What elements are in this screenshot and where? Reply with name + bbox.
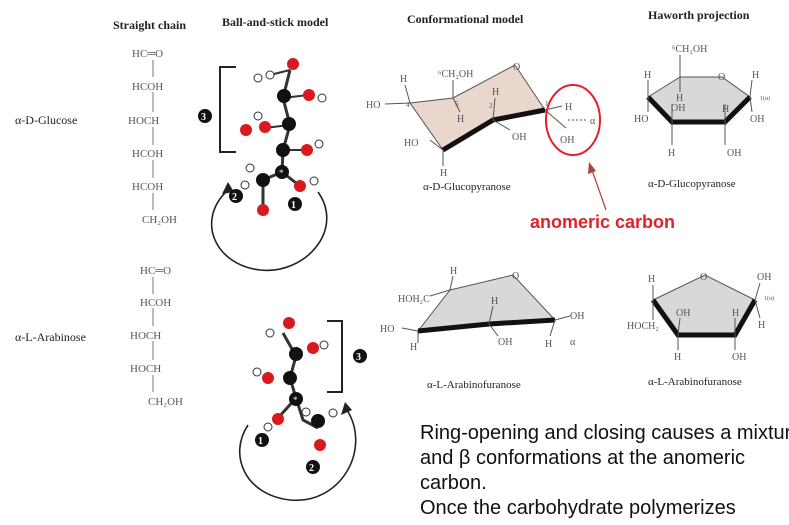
body-text-line: Once the carbohydrate polymerizes	[420, 497, 736, 519]
svg-text:1(α): 1(α)	[760, 95, 770, 102]
svg-text:O: O	[700, 272, 707, 283]
svg-text:H: H	[722, 104, 729, 115]
svg-text:HOH₂C: HOH₂C	[398, 294, 430, 305]
svg-text:H: H	[457, 114, 464, 125]
arabinofuranose-conformational: O HOH₂C H H OH HO H OH H α	[380, 266, 584, 353]
caption-glucopyranose-conformational: α-D-Glucopyranose	[423, 181, 511, 193]
glucose-chain-c2: HCOH	[132, 81, 163, 93]
body-text-line: carbon.	[420, 472, 487, 494]
svg-text:HO: HO	[634, 114, 648, 125]
glucose-straight-chain: HC═O HCOH HOCH HCOH HCOH CH₂OH	[128, 48, 177, 226]
arabinose-chain-c1: HC═O	[140, 265, 171, 277]
arabinose-chain-c4: HOCH	[130, 363, 161, 375]
svg-text:H: H	[668, 148, 675, 159]
glucopyranose-conformational: O HO H ⁶CH₂OH H H OH HO H H OH α 4 5 2 1	[366, 62, 607, 211]
arabinofuranose-haworth: O H HOCH₂ OH H H OH OH H 1(α)	[627, 272, 774, 363]
svg-text:α: α	[570, 337, 576, 348]
svg-text:⁶CH₂OH: ⁶CH₂OH	[438, 69, 473, 80]
svg-text:H: H	[400, 74, 407, 85]
svg-text:H: H	[676, 93, 683, 104]
glucose-ball-and-stick: 3 * 2 1	[198, 58, 328, 272]
body-text-line: and β conformations at the anomeric	[420, 447, 746, 469]
caption-arabinofuranose-haworth: α-L-Arabinofuranose	[648, 376, 742, 388]
svg-text:OH: OH	[750, 114, 764, 125]
svg-text:α: α	[590, 116, 596, 127]
svg-text:4: 4	[406, 101, 410, 109]
glucose-chain-c4: HCOH	[132, 148, 163, 160]
svg-text:O: O	[513, 62, 520, 73]
svg-text:OH: OH	[560, 135, 574, 146]
svg-text:H: H	[732, 308, 739, 319]
glucose-chain-c6: CH₂OH	[142, 214, 177, 226]
svg-text:OH: OH	[512, 132, 526, 143]
anomeric-carbon-highlight	[545, 84, 601, 156]
svg-text:H: H	[648, 274, 655, 285]
anomeric-carbon-label: anomeric carbon	[530, 212, 676, 232]
svg-text:⁶CH₂OH: ⁶CH₂OH	[672, 44, 707, 55]
glucose-chain-c3: HOCH	[128, 115, 159, 127]
svg-text:HO: HO	[366, 100, 380, 111]
svg-text:HO: HO	[404, 138, 418, 149]
header-ball-and-stick: Ball-and-stick model	[222, 15, 329, 29]
svg-text:2: 2	[309, 463, 314, 474]
svg-text:O: O	[512, 271, 519, 282]
glucopyranose-haworth: O ⁶CH₂OH H H HO OH H H OH H OH 1(α)	[634, 44, 770, 159]
svg-text:H: H	[450, 266, 457, 277]
header-straight-chain: Straight chain	[113, 18, 187, 32]
svg-text:3: 3	[201, 112, 206, 123]
svg-text:1(α): 1(α)	[764, 295, 774, 302]
arabinose-ball-and-stick: 3 * 1 2	[238, 317, 367, 501]
svg-text:H: H	[758, 320, 765, 331]
caption-glucopyranose-haworth: α-D-Glucopyranose	[648, 178, 736, 190]
row-label-glucose: α-D-Glucose	[15, 113, 78, 127]
svg-text:OH: OH	[732, 352, 746, 363]
svg-text:H: H	[492, 87, 499, 98]
caption-arabinofuranose-conformational: α-L-Arabinofuranose	[427, 379, 521, 391]
svg-text:OH: OH	[757, 272, 771, 283]
body-text-block: Ring-opening and closing causes a mixtur…	[420, 421, 789, 521]
arabinose-straight-chain: HC═O HCOH HOCH HOCH CH₂OH	[130, 265, 183, 408]
svg-text:H: H	[644, 70, 651, 81]
svg-text:2: 2	[232, 192, 237, 203]
svg-text:3: 3	[356, 352, 361, 363]
glucose-chain-c5: HCOH	[132, 181, 163, 193]
svg-text:5: 5	[455, 100, 459, 108]
body-text-line: Ring-opening and closing causes a mixtur…	[420, 422, 789, 444]
svg-text:1: 1	[258, 436, 263, 447]
svg-text:OH: OH	[676, 308, 690, 319]
svg-text:OH: OH	[671, 103, 685, 114]
arabinose-chain-c2: HCOH	[140, 297, 171, 309]
header-conformational: Conformational model	[407, 12, 524, 26]
svg-text:*: *	[293, 395, 298, 405]
svg-text:H: H	[565, 102, 572, 113]
arabinose-chain-c5: CH₂OH	[148, 396, 183, 408]
svg-text:OH: OH	[570, 311, 584, 322]
glucose-chain-c1: HC═O	[132, 48, 163, 60]
svg-text:1: 1	[545, 100, 549, 108]
svg-text:OH: OH	[498, 337, 512, 348]
svg-text:H: H	[674, 352, 681, 363]
svg-text:1: 1	[291, 200, 296, 211]
svg-text:2: 2	[489, 102, 493, 110]
svg-text:H: H	[545, 339, 552, 350]
header-haworth: Haworth projection	[648, 8, 750, 22]
svg-text:O: O	[718, 72, 725, 83]
svg-text:HOCH₂: HOCH₂	[627, 321, 659, 332]
row-label-arabinose: α-L-Arabinose	[15, 330, 86, 344]
svg-text:HO: HO	[380, 324, 394, 335]
svg-text:H: H	[410, 342, 417, 353]
svg-text:*: *	[279, 168, 284, 178]
svg-text:H: H	[440, 168, 447, 179]
svg-text:H: H	[491, 296, 498, 307]
arabinose-chain-c3: HOCH	[130, 330, 161, 342]
svg-text:OH: OH	[727, 148, 741, 159]
svg-text:H: H	[752, 70, 759, 81]
